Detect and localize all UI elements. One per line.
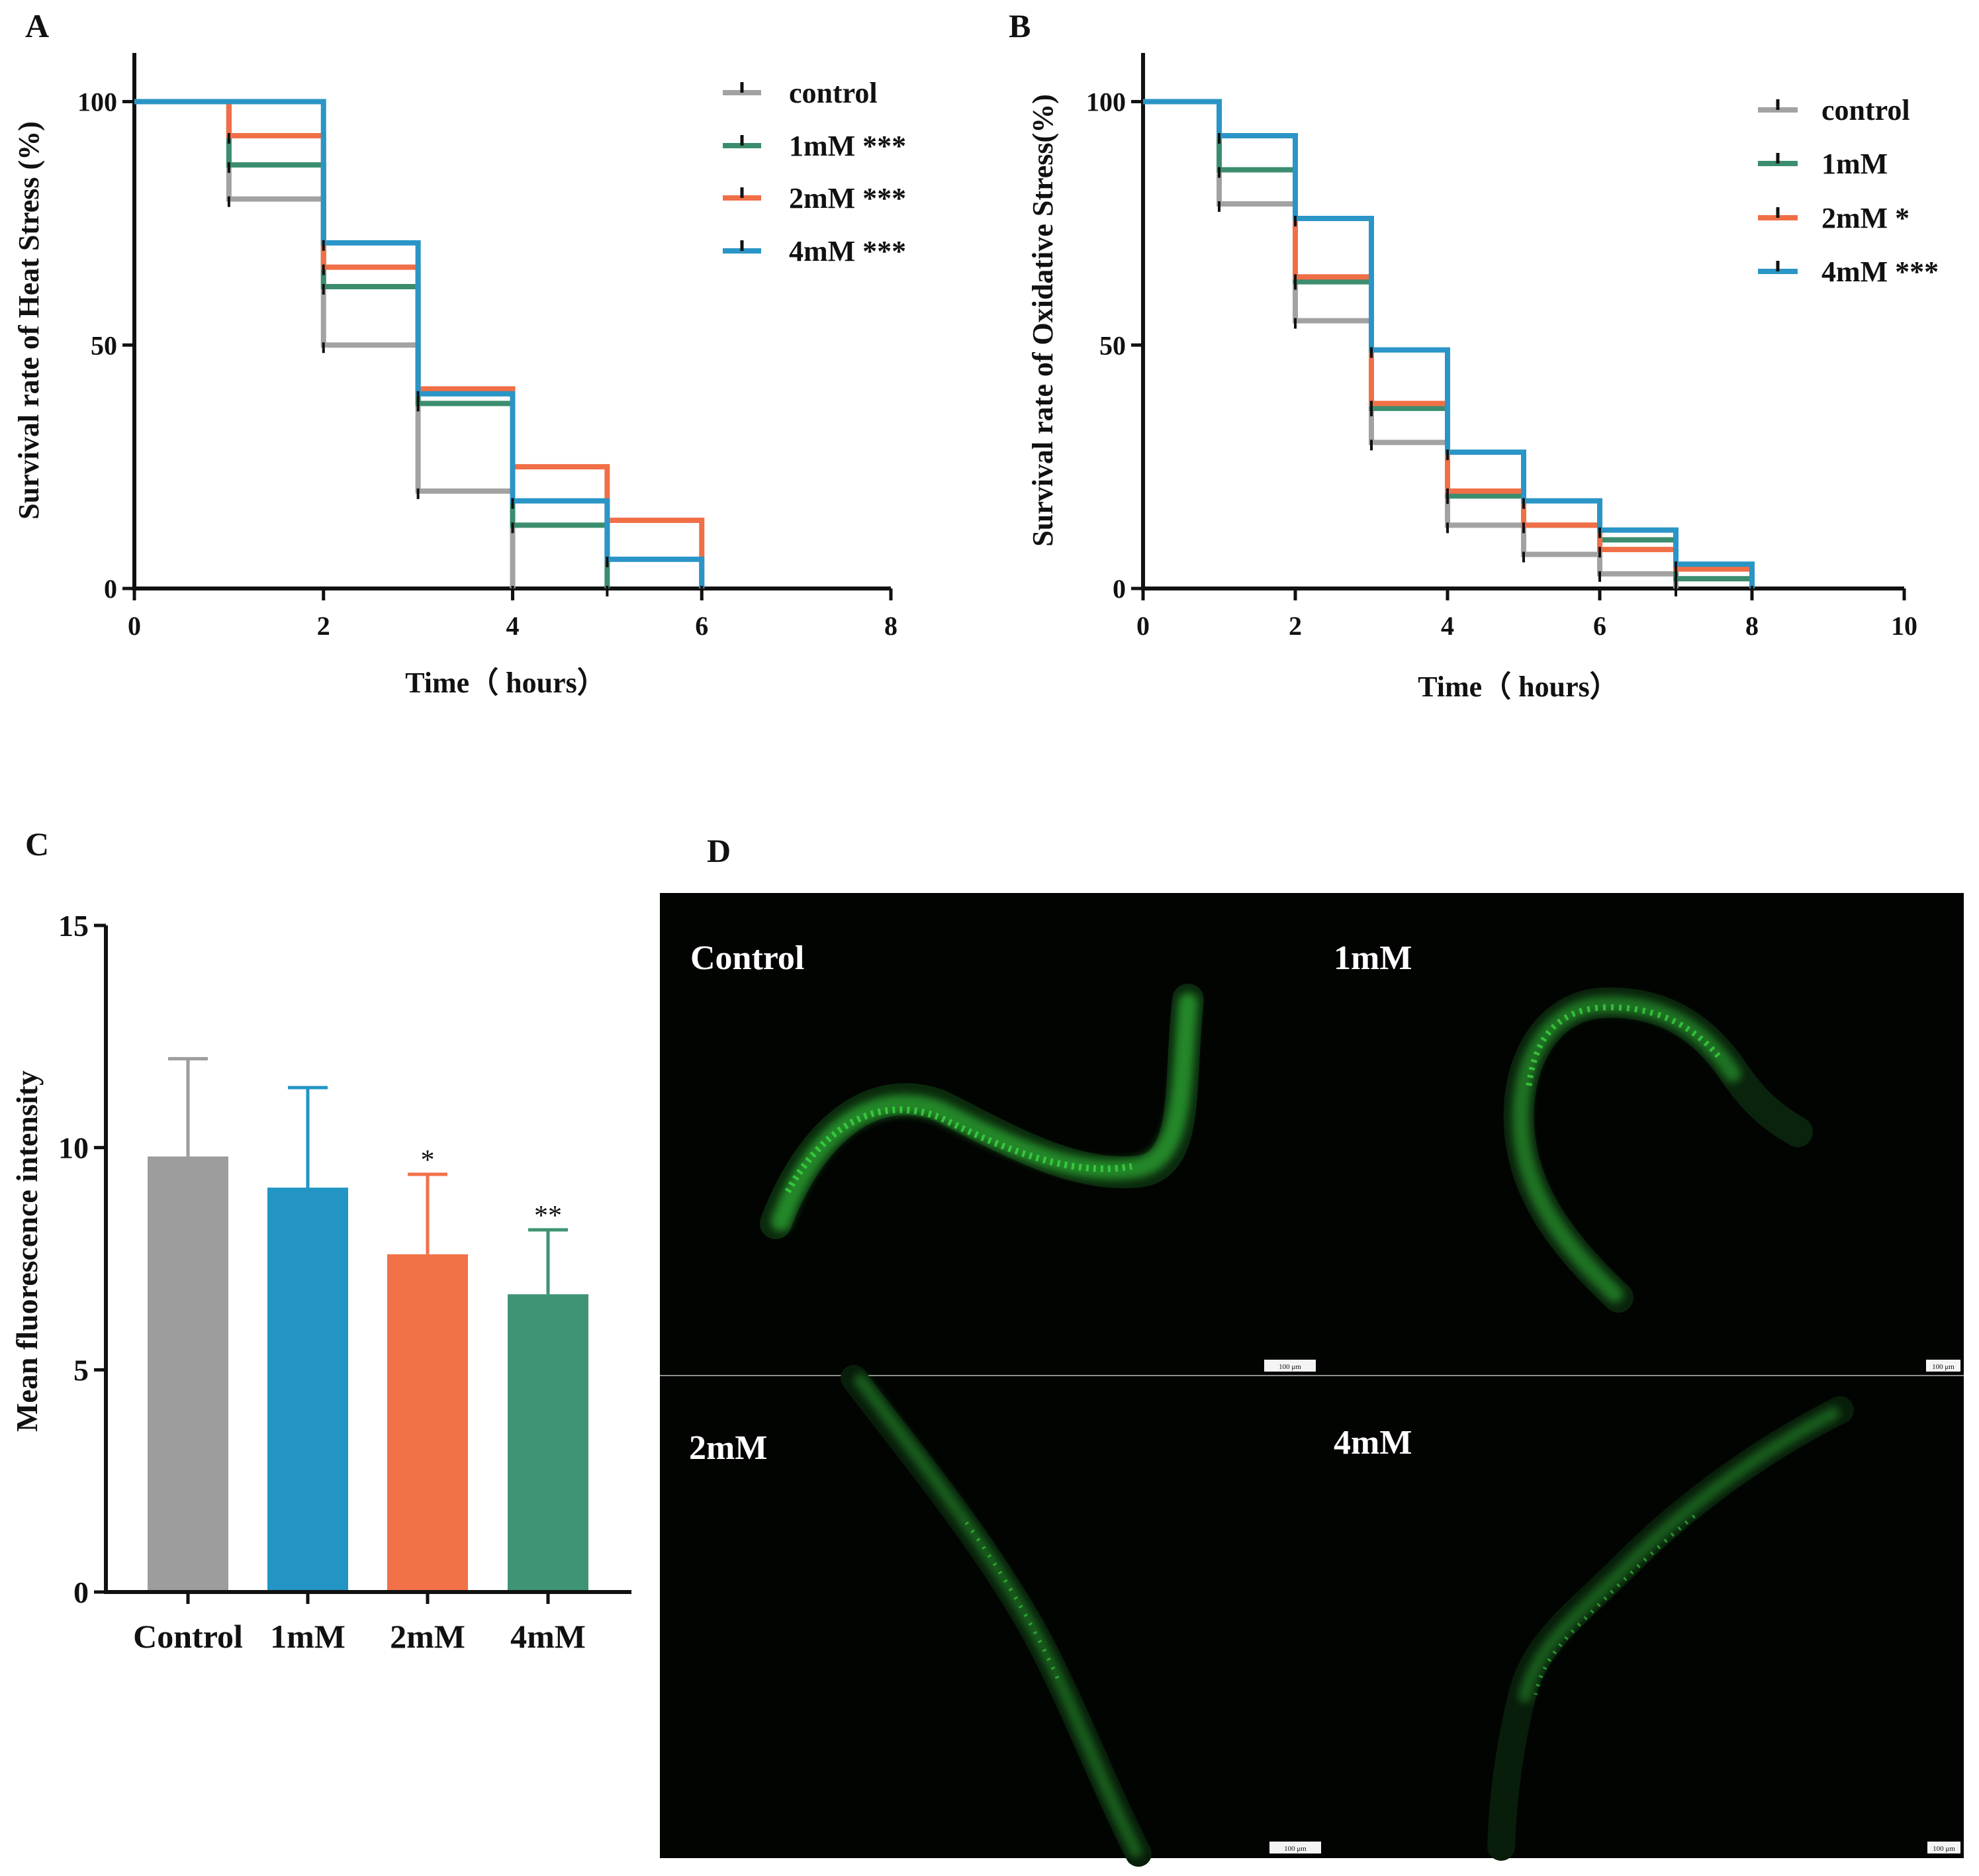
x-tick-label: 6 (695, 611, 708, 641)
category-label: 4mM (510, 1618, 586, 1655)
y-tick-label: 100 (1086, 87, 1126, 117)
x-tick-label: 0 (1136, 611, 1150, 641)
y-tick-label: 0 (73, 1575, 89, 1609)
x-tick-label: 4 (506, 611, 520, 641)
fluorescence-axes (94, 923, 631, 1604)
oxidative-stress-legend-item: 1mM (1758, 148, 1888, 180)
scale-bar: 100 μm (1927, 1842, 1960, 1853)
panel-letter-b: B (1009, 7, 1031, 44)
y-tick-label: 50 (1099, 330, 1126, 360)
worm-image-2mm (841, 1365, 1152, 1867)
heat-stress-legend-item: control (723, 77, 878, 109)
fluorescence-y-axis-title: Mean fluorescence intensity (10, 1070, 44, 1432)
microscopy-tile-4mm: 4mM 100 μm (1334, 1396, 1960, 1861)
legend-label: 1mM (1821, 148, 1888, 180)
heat-stress-x-axis-title: Time（ hours） (405, 667, 606, 699)
bar (267, 1188, 348, 1592)
worm-image-control (760, 984, 1204, 1239)
scale-bar-label: 100 μm (1284, 1845, 1307, 1853)
x-tick-label: 10 (1891, 611, 1917, 641)
scale-bar-label: 100 μm (1933, 1845, 1955, 1853)
oxidative-stress-legend-item: 2mM * (1758, 202, 1910, 234)
significance-marker: * (421, 1145, 435, 1176)
category-label: 2mM (390, 1618, 465, 1655)
oxidative-stress-x-axis-title: Time（ hours） (1418, 671, 1619, 703)
heat-stress-series (134, 99, 705, 596)
microscopy-grid: Control 100 μm 1mM 100 μm (660, 893, 1964, 1867)
bar (508, 1294, 588, 1592)
tile-label: 1mM (1334, 939, 1412, 977)
legend-label: control (789, 77, 878, 109)
tile-label: Control (690, 939, 804, 977)
y-tick-label: 100 (77, 87, 117, 117)
panel-letter-c: C (25, 825, 49, 863)
category-label: 1mM (270, 1618, 345, 1655)
survival-step-line (1143, 99, 1679, 588)
legend-label: 1mM *** (789, 130, 906, 162)
heat-stress-legend: control 1mM *** 2mM *** 4mM *** (723, 77, 906, 267)
tile-label: 4mM (1334, 1424, 1412, 1462)
y-tick-label: 0 (1113, 574, 1126, 604)
microscopy-tile-2mm: 2mM 100 μm (689, 1365, 1321, 1867)
oxidative-stress-legend: control 1mM 2mM * 4mM *** (1758, 94, 1939, 288)
scale-bar: 100 μm (1269, 1842, 1321, 1853)
heat-stress-legend-item: 1mM *** (723, 130, 906, 162)
x-tick-label: 4 (1441, 611, 1454, 641)
x-tick-label: 8 (884, 611, 897, 641)
y-tick-label: 0 (104, 574, 117, 604)
legend-label: 2mM * (1821, 202, 1910, 234)
legend-label: 2mM *** (789, 182, 906, 214)
oxidative-stress-y-axis-title: Survival rate of Oxidative Stress(%) (1027, 94, 1059, 547)
scale-bar-label: 100 μm (1279, 1363, 1301, 1371)
fluorescence-bars: *** (148, 1056, 588, 1592)
bar (148, 1156, 228, 1592)
y-tick-label: 15 (58, 909, 89, 943)
scale-bar: 100 μm (1926, 1360, 1960, 1372)
y-tick-label: 50 (91, 330, 117, 360)
panel-letter-d: D (707, 832, 731, 869)
x-tick-label: 2 (317, 611, 330, 641)
fluorescence-tick-labels: Control 1mM 2mM 4mM 0 5 10 15 (58, 909, 586, 1655)
legend-label: control (1821, 94, 1910, 126)
category-label: Control (133, 1618, 243, 1655)
oxidative-stress-legend-item: control (1758, 94, 1910, 126)
x-tick-label: 6 (1593, 611, 1606, 641)
panel-letter-a: A (25, 7, 49, 44)
heat-stress-y-axis-title: Survival rate of Heat Stress (%) (13, 121, 45, 520)
tile-label: 2mM (689, 1429, 767, 1467)
heat-stress-tick-labels: 0 2 4 6 8 0 50 100 (77, 87, 897, 641)
worm-image-4mm (1487, 1396, 1854, 1861)
oxidative-stress-series (1143, 99, 1755, 596)
scale-bar: 100 μm (1264, 1360, 1316, 1372)
legend-label: 4mM *** (789, 235, 906, 267)
x-tick-label: 2 (1289, 611, 1302, 641)
survival-step-line (134, 99, 705, 588)
y-tick-label: 10 (58, 1131, 89, 1165)
significance-marker: ** (534, 1201, 562, 1231)
x-tick-label: 0 (128, 611, 141, 641)
x-tick-label: 8 (1745, 611, 1759, 641)
heat-stress-legend-item: 4mM *** (723, 235, 906, 267)
legend-label: 4mM *** (1821, 256, 1939, 288)
scale-bar-label: 100 μm (1932, 1363, 1955, 1371)
heat-stress-legend-item: 2mM *** (723, 182, 906, 214)
oxidative-stress-axes (1131, 53, 1906, 600)
microscopy-tile-control: Control 100 μm (690, 939, 1316, 1372)
y-tick-label: 5 (73, 1353, 89, 1387)
microscopy-tile-1mm: 1mM 100 μm (1334, 939, 1960, 1372)
oxidative-stress-legend-item: 4mM *** (1758, 256, 1939, 288)
heat-stress-survival-chart: 0 2 4 6 8 0 50 100 Time（ hours） Survival rate o… (13, 53, 906, 699)
bar (387, 1254, 468, 1592)
worm-image-1mm (1503, 987, 1813, 1313)
